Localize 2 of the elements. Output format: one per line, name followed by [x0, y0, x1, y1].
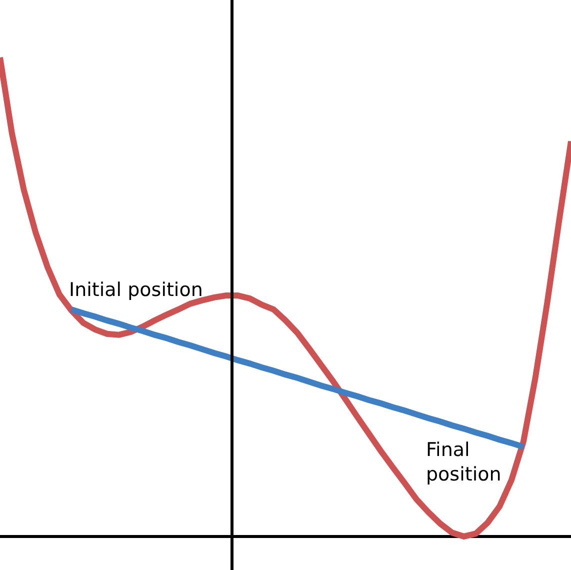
annotation: Initial position	[69, 279, 203, 301]
annotation: Final position	[426, 439, 502, 486]
